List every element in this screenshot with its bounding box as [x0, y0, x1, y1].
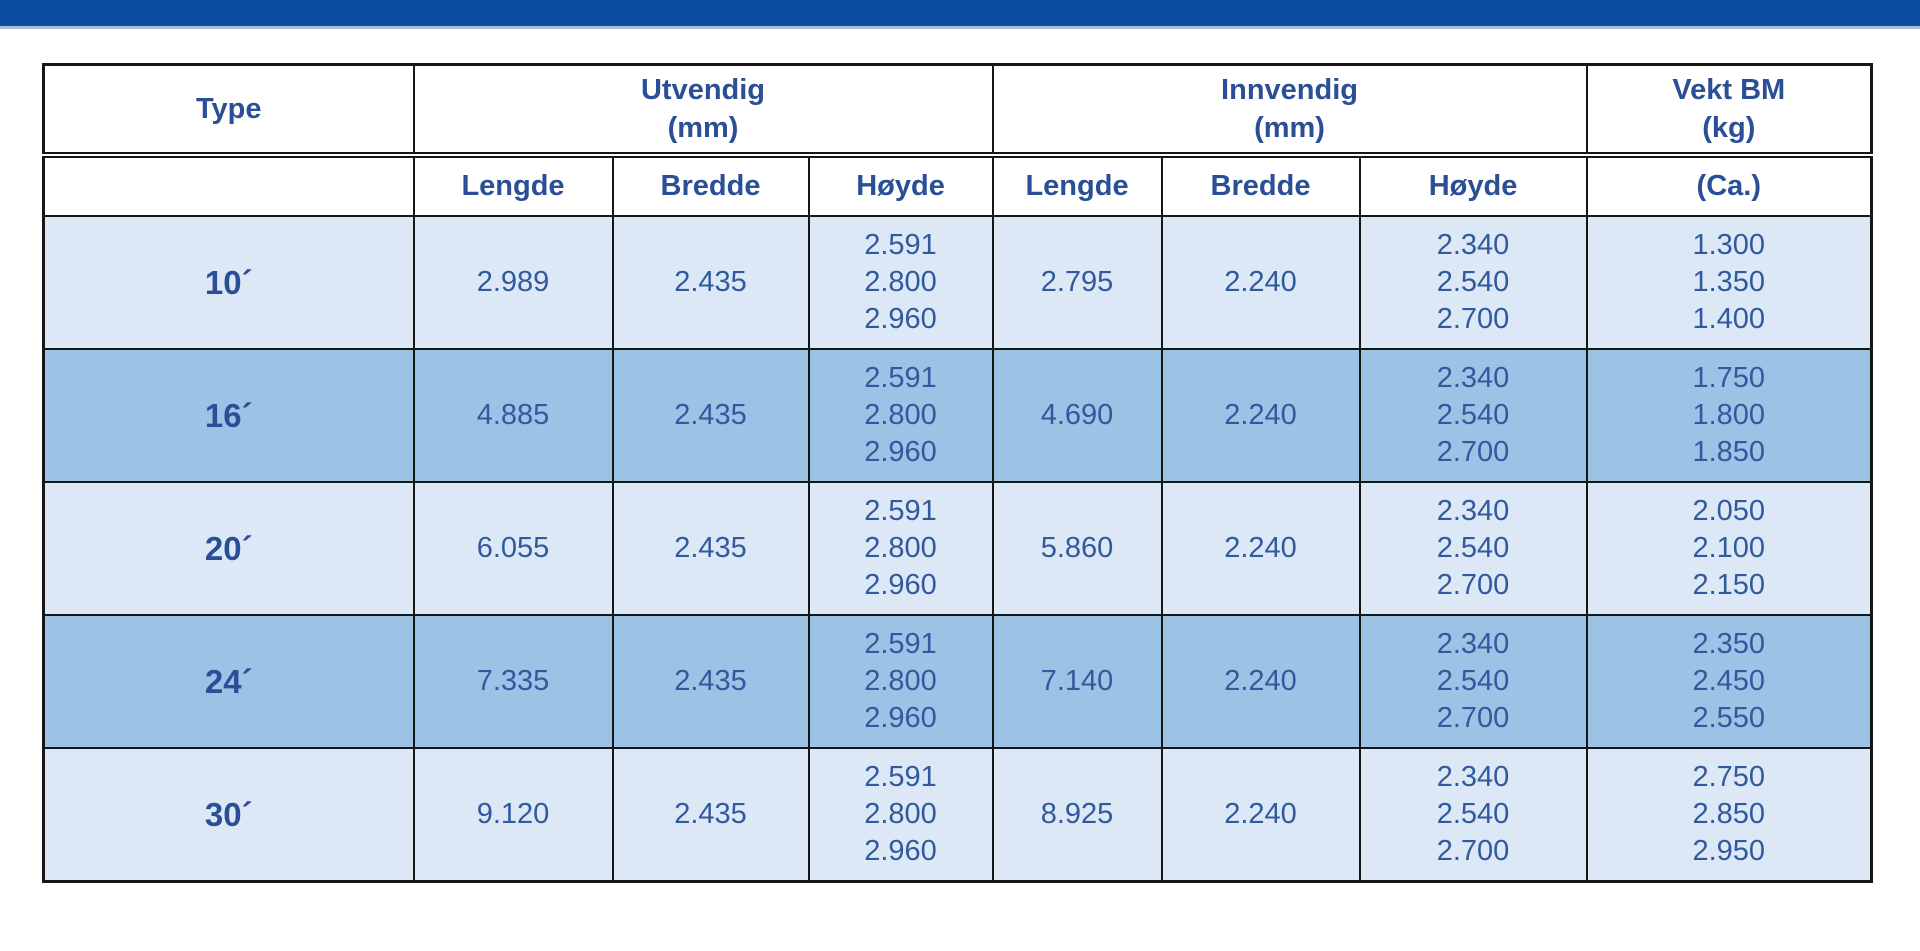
cell-utvendig-lengde: 6.055 — [412, 481, 614, 616]
table-row-10ft: 10´ 2.989 2.435 2.591 2.800 2.960 2.795 … — [42, 215, 1873, 350]
cell-innvendig-lengde: 2.795 — [991, 215, 1163, 350]
subheader-utvendig-hoyde: Høyde — [807, 154, 994, 217]
cell-vekt: 2.050 2.100 2.150 — [1585, 481, 1873, 616]
cell-utvendig-hoyde: 2.591 2.800 2.960 — [807, 481, 994, 616]
cell-utvendig-bredde: 2.435 — [611, 481, 810, 616]
top-blue-bar — [0, 0, 1920, 29]
subheader-innvendig-lengde: Lengde — [991, 154, 1163, 217]
cell-utvendig-lengde: 4.885 — [412, 348, 614, 483]
vekt-unit: (kg) — [1702, 112, 1756, 144]
cell-innvendig-bredde: 2.240 — [1160, 614, 1361, 749]
cell-utvendig-bredde: 2.435 — [611, 348, 810, 483]
cell-utvendig-lengde: 9.120 — [412, 747, 614, 883]
cell-utvendig-hoyde: 2.591 2.800 2.960 — [807, 348, 994, 483]
table-row-16ft: 16´ 4.885 2.435 2.591 2.800 2.960 4.690 … — [42, 348, 1873, 483]
cell-innvendig-lengde: 7.140 — [991, 614, 1163, 749]
row-type-label: 16´ — [42, 348, 415, 483]
cell-utvendig-hoyde: 2.591 2.800 2.960 — [807, 747, 994, 883]
table-row-24ft: 24´ 7.335 2.435 2.591 2.800 2.960 7.140 … — [42, 614, 1873, 749]
cell-utvendig-bredde: 2.435 — [611, 614, 810, 749]
cell-utvendig-bredde: 2.435 — [611, 215, 810, 350]
container-spec-table: Type Utvendig (mm) Innvendig (mm) Vekt B… — [42, 63, 1874, 883]
cell-utvendig-bredde: 2.435 — [611, 747, 810, 883]
cell-utvendig-lengde: 2.989 — [412, 215, 614, 350]
vekt-group-header: Vekt BM (kg) — [1585, 63, 1873, 158]
type-column-header: Type — [42, 63, 415, 158]
cell-innvendig-bredde: 2.240 — [1160, 215, 1361, 350]
cell-innvendig-bredde: 2.240 — [1160, 747, 1361, 883]
cell-innvendig-bredde: 2.240 — [1160, 348, 1361, 483]
cell-vekt: 1.750 1.800 1.850 — [1585, 348, 1873, 483]
cell-utvendig-lengde: 7.335 — [412, 614, 614, 749]
row-type-label: 30´ — [42, 747, 415, 883]
header-row-groups: Type Utvendig (mm) Innvendig (mm) Vekt B… — [42, 63, 1873, 158]
innvendig-group-header: Innvendig (mm) — [991, 63, 1588, 158]
subheader-vekt-ca: (Ca.) — [1585, 154, 1873, 217]
cell-innvendig-bredde: 2.240 — [1160, 481, 1361, 616]
cell-utvendig-hoyde: 2.591 2.800 2.960 — [807, 614, 994, 749]
cell-utvendig-hoyde: 2.591 2.800 2.960 — [807, 215, 994, 350]
subheader-utvendig-lengde: Lengde — [412, 154, 614, 217]
utvendig-title: Utvendig — [640, 74, 766, 106]
cell-innvendig-lengde: 4.690 — [991, 348, 1163, 483]
subheader-innvendig-bredde: Bredde — [1160, 154, 1361, 217]
subheader-utvendig-bredde: Bredde — [611, 154, 810, 217]
vekt-title: Vekt BM — [1672, 74, 1786, 106]
header-row-subcolumns: Lengde Bredde Høyde Lengde Bredde Høyde … — [42, 154, 1873, 217]
innvendig-title: Innvendig — [1221, 74, 1358, 106]
cell-innvendig-hoyde: 2.340 2.540 2.700 — [1358, 348, 1588, 483]
row-type-label: 24´ — [42, 614, 415, 749]
row-type-label: 10´ — [42, 215, 415, 350]
row-type-label: 20´ — [42, 481, 415, 616]
cell-innvendig-hoyde: 2.340 2.540 2.700 — [1358, 614, 1588, 749]
innvendig-unit: (mm) — [1254, 112, 1325, 144]
type-subheader-empty — [42, 154, 415, 217]
utvendig-group-header: Utvendig (mm) — [412, 63, 994, 158]
container-spec-table-wrap: Type Utvendig (mm) Innvendig (mm) Vekt B… — [42, 63, 1874, 883]
table-row-20ft: 20´ 6.055 2.435 2.591 2.800 2.960 5.860 … — [42, 481, 1873, 616]
cell-innvendig-lengde: 8.925 — [991, 747, 1163, 883]
cell-vekt: 2.350 2.450 2.550 — [1585, 614, 1873, 749]
subheader-innvendig-hoyde: Høyde — [1358, 154, 1588, 217]
cell-innvendig-hoyde: 2.340 2.540 2.700 — [1358, 747, 1588, 883]
cell-innvendig-hoyde: 2.340 2.540 2.700 — [1358, 215, 1588, 350]
cell-vekt: 1.300 1.350 1.400 — [1585, 215, 1873, 350]
table-row-30ft: 30´ 9.120 2.435 2.591 2.800 2.960 8.925 … — [42, 747, 1873, 883]
cell-vekt: 2.750 2.850 2.950 — [1585, 747, 1873, 883]
utvendig-unit: (mm) — [667, 112, 739, 144]
cell-innvendig-hoyde: 2.340 2.540 2.700 — [1358, 481, 1588, 616]
cell-innvendig-lengde: 5.860 — [991, 481, 1163, 616]
